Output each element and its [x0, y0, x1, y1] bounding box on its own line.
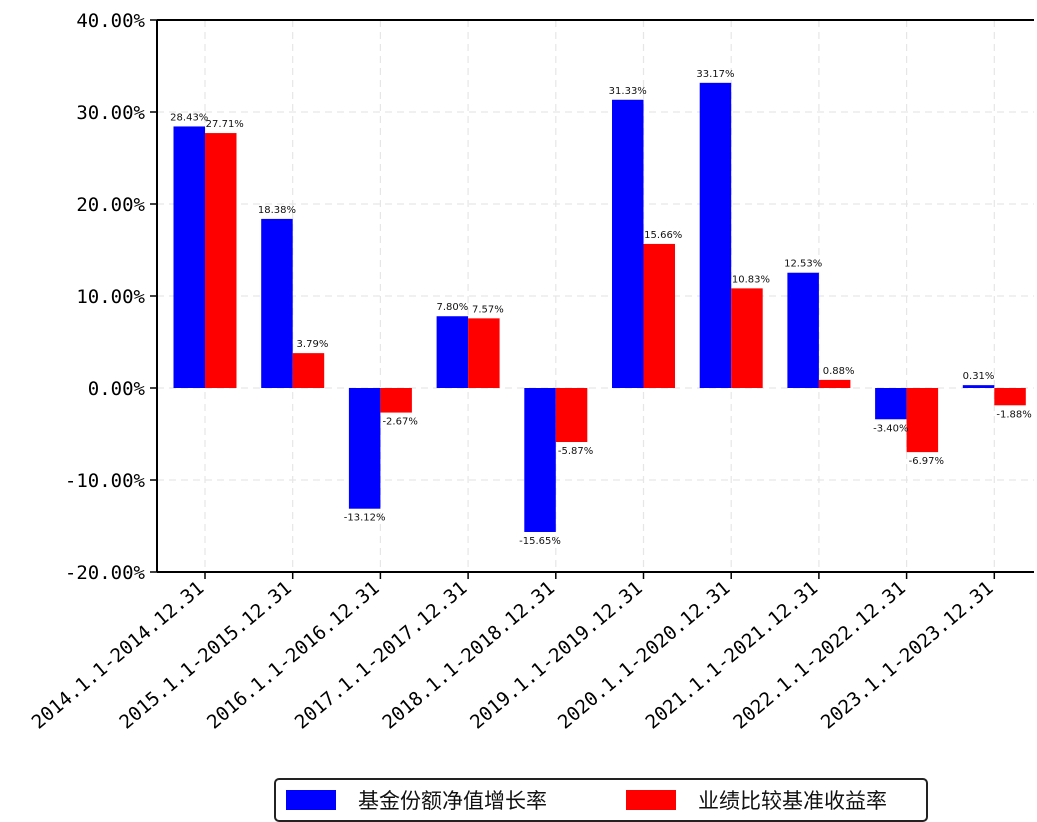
bars: [173, 82, 1026, 532]
bar-nav-growth: [612, 99, 644, 388]
bar-benchmark: [205, 133, 237, 388]
y-tick-label: 0.00%: [88, 378, 146, 400]
legend-label-nav-growth: 基金份额净值增长率: [358, 789, 547, 813]
data-label: 33.17%: [696, 69, 734, 80]
bar-nav-growth: [875, 388, 907, 420]
legend-item-benchmark: 业绩比较基准收益率: [626, 780, 887, 820]
x-tick-label: 2017.1.1-2017.12.31: [291, 577, 472, 734]
x-tick-label: 2014.1.1-2014.12.31: [28, 577, 209, 734]
bar-benchmark: [818, 379, 851, 388]
bar-benchmark: [643, 243, 675, 388]
bar-nav-growth: [261, 218, 293, 388]
bar-benchmark: [292, 353, 325, 388]
x-tick-label: 2016.1.1-2016.12.31: [203, 577, 384, 734]
data-label: -2.67%: [382, 417, 417, 428]
data-label: 7.80%: [436, 302, 468, 313]
data-label: 0.31%: [963, 371, 995, 382]
x-tick-label: 2021.1.1-2021.12.31: [641, 577, 822, 734]
y-tick-label: 20.00%: [76, 194, 145, 216]
bar-benchmark: [906, 388, 939, 453]
y-tick-label: -20.00%: [65, 562, 146, 584]
data-label: -3.40%: [873, 423, 908, 434]
legend-label-benchmark: 业绩比较基准收益率: [698, 789, 887, 813]
data-label: 3.79%: [297, 339, 329, 350]
x-tick-label: 2018.1.1-2018.12.31: [378, 577, 559, 734]
y-tick-label: 10.00%: [76, 286, 145, 308]
y-tick-label: -10.00%: [65, 470, 146, 492]
data-label: 15.66%: [644, 230, 682, 241]
data-label: -6.97%: [909, 456, 944, 467]
bar-nav-growth: [962, 385, 995, 388]
data-label: 27.71%: [206, 119, 244, 130]
bar-nav-growth: [787, 272, 819, 388]
data-label: 31.33%: [609, 86, 647, 97]
legend: 基金份额净值增长率 业绩比较基准收益率: [274, 778, 928, 822]
data-label: -1.88%: [996, 409, 1031, 420]
data-labels: 28.43% 18.38% -13.12% 7.80% -15.65% 31.33% 33.…: [170, 69, 1032, 547]
data-label: 10.83%: [732, 274, 770, 285]
x-tick-label: 2022.1.1-2022.12.31: [729, 577, 910, 734]
y-tick-label: 30.00%: [76, 102, 145, 124]
data-label: 18.38%: [258, 205, 296, 216]
x-tick-label: 2015.1.1-2015.12.31: [115, 577, 296, 734]
data-label: 7.57%: [472, 304, 504, 315]
bar-nav-growth: [524, 388, 556, 532]
bar-benchmark: [994, 388, 1026, 406]
data-label: 12.53%: [784, 259, 822, 270]
bar-nav-growth: [699, 82, 732, 388]
legend-swatch-nav-growth: [286, 790, 336, 810]
data-label: 0.88%: [823, 366, 855, 377]
bar-benchmark: [468, 318, 500, 388]
bar-nav-growth: [173, 126, 205, 388]
data-label: 28.43%: [170, 112, 208, 123]
legend-swatch-benchmark: [626, 790, 676, 810]
x-tick-label: 2020.1.1-2020.12.31: [554, 577, 735, 734]
data-label: -15.65%: [519, 536, 561, 547]
x-tick-label: 2019.1.1-2019.12.31: [466, 577, 647, 734]
bar-nav-growth: [436, 316, 469, 388]
y-tick-label: 40.00%: [76, 10, 145, 32]
bar-benchmark: [380, 388, 412, 413]
bar-benchmark: [731, 288, 763, 388]
x-tick-label: 2023.1.1-2023.12.31: [817, 577, 998, 734]
data-label: -5.87%: [558, 446, 593, 457]
legend-item-nav-growth: 基金份额净值增长率: [286, 780, 547, 820]
data-label: -13.12%: [344, 513, 386, 524]
bar-nav-growth: [348, 388, 381, 509]
bar-benchmark: [555, 388, 588, 443]
